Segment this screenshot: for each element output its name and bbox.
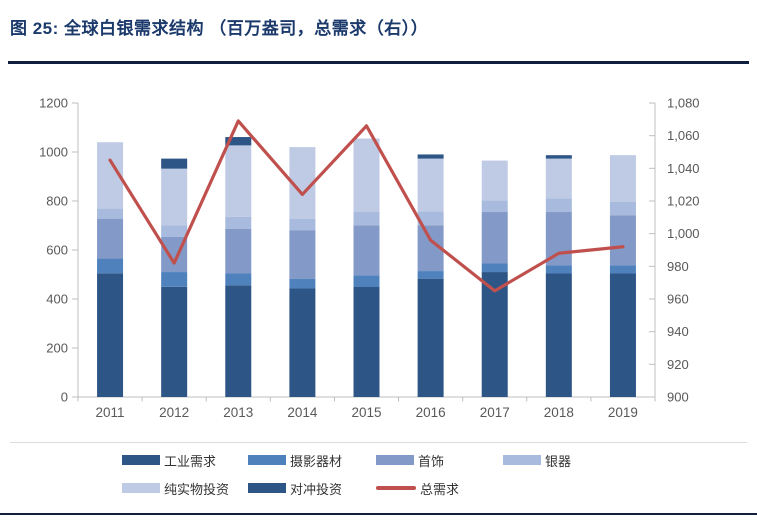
bar-segment-工业需求-2017 (481, 272, 508, 397)
legend-label: 工业需求 (164, 453, 217, 469)
bar-segment-摄影器材-2011 (97, 258, 124, 274)
left-axis-label: 1000 (39, 145, 68, 160)
bar-segment-银器-2017 (481, 200, 508, 213)
bar-segment-银器-2016 (417, 211, 444, 226)
bar-segment-银器-2011 (97, 208, 124, 219)
right-axis-label: 980 (667, 259, 689, 274)
legend-line-swatch (376, 486, 416, 490)
total-demand-line (108, 119, 625, 293)
bar-segment-首饰-2014 (289, 230, 316, 279)
legend-item-纯实物投资: 纯实物投资 (122, 481, 230, 497)
bar-segment-工业需求-2016 (417, 278, 444, 397)
bar-segment-摄影器材-2014 (289, 278, 316, 289)
legend-color-swatch (248, 483, 286, 493)
x-axis-label-2014: 2014 (287, 405, 318, 420)
bar-segment-工业需求-2019 (609, 273, 636, 397)
legend-item-对冲投资: 对冲投资 (248, 481, 343, 497)
bar-segment-首饰-2015 (353, 225, 380, 276)
bar-segment-纯实物投资-2018 (545, 158, 572, 199)
right-axis-label: 1,020 (667, 194, 700, 209)
bar-segment-首饰-2018 (545, 212, 572, 266)
title-divider (8, 61, 749, 64)
bar-segment-首饰-2011 (97, 218, 124, 259)
x-axis-label-2015: 2015 (351, 405, 381, 420)
bar-segment-工业需求-2015 (353, 286, 380, 397)
right-axis-label: 1,000 (667, 226, 700, 241)
right-axis-label: 1,060 (667, 128, 700, 143)
x-axis-label-2018: 2018 (544, 405, 574, 420)
legend-label: 总需求 (420, 481, 460, 497)
right-axis-label: 940 (667, 324, 689, 339)
x-axis-label-2017: 2017 (480, 405, 510, 420)
right-axis-label: 920 (667, 357, 689, 372)
x-axis-label-2012: 2012 (159, 405, 189, 420)
bar-segment-摄影器材-2016 (417, 271, 444, 279)
right-axis-label: 960 (667, 292, 689, 307)
legend-label: 对冲投资 (290, 481, 343, 497)
bar-segment-纯实物投资-2015 (353, 138, 380, 213)
bar-segment-对冲投资-2016 (417, 154, 444, 159)
right-axis-label: 900 (667, 390, 689, 405)
bar-segment-纯实物投资-2019 (609, 155, 636, 202)
right-axis-label: 1,080 (667, 96, 700, 111)
x-axis-label-2013: 2013 (223, 405, 253, 420)
bar-segment-摄影器材-2012 (161, 272, 188, 287)
bar-segment-对冲投资-2012 (161, 158, 188, 169)
legend-item-摄影器材: 摄影器材 (248, 453, 343, 469)
left-axis-label: 200 (46, 341, 68, 356)
legend-color-swatch (122, 455, 160, 465)
bar-segment-银器-2014 (289, 218, 316, 231)
legend-color-swatch (376, 455, 414, 465)
bar-segment-纯实物投资-2016 (417, 158, 444, 212)
bar-segment-银器-2018 (545, 198, 572, 213)
bar-segment-工业需求-2018 (545, 273, 572, 397)
bar-segment-摄影器材-2019 (609, 265, 636, 274)
bar-segment-摄影器材-2015 (353, 275, 380, 287)
left-axis-label: 1200 (39, 96, 68, 111)
left-axis-label: 800 (46, 194, 68, 209)
bar-segment-银器-2013 (225, 216, 252, 229)
x-axis-label-2019: 2019 (608, 405, 638, 420)
bar-segment-摄影器材-2013 (225, 273, 252, 286)
bar-segment-首饰-2013 (225, 228, 252, 274)
legend-item-工业需求: 工业需求 (122, 453, 217, 469)
left-axis-label: 400 (46, 292, 68, 307)
legend-label: 银器 (545, 453, 572, 469)
bar-segment-纯实物投资-2013 (225, 145, 252, 217)
bar-segment-对冲投资-2013 (225, 137, 252, 146)
bar-segment-工业需求-2011 (97, 273, 124, 397)
left-axis-label: 0 (61, 390, 68, 405)
bar-segment-银器-2015 (353, 212, 380, 226)
legend-label: 纯实物投资 (164, 481, 230, 497)
legend-label: 首饰 (418, 453, 445, 469)
right-axis-label: 1,040 (667, 161, 700, 176)
left-axis-label: 600 (46, 243, 68, 258)
footer-faint-divider (10, 442, 747, 443)
bar-segment-银器-2019 (609, 201, 636, 216)
bar-segment-纯实物投资-2017 (481, 160, 508, 201)
x-axis-label-2011: 2011 (96, 405, 125, 420)
legend-item-银器: 银器 (503, 453, 572, 469)
bar-segment-纯实物投资-2012 (161, 168, 188, 226)
bar-segment-摄影器材-2017 (481, 263, 508, 273)
legend-color-swatch (503, 455, 541, 465)
legend-color-swatch (248, 455, 286, 465)
bar-segment-工业需求-2012 (161, 286, 188, 397)
x-axis-label-2016: 2016 (416, 405, 446, 420)
bar-segment-银器-2012 (161, 225, 188, 238)
figure-title: 图 25: 全球白银需求结构 （百万盎司，总需求（右）） (10, 19, 429, 38)
bar-segment-首饰-2019 (609, 215, 636, 266)
legend-item-首饰: 首饰 (376, 453, 445, 469)
legend-item-总需求: 总需求 (376, 481, 460, 497)
legend-label: 摄影器材 (290, 453, 343, 469)
bar-segment-首饰-2017 (481, 212, 508, 264)
bar-segment-工业需求-2014 (289, 288, 316, 397)
legend-color-swatch (122, 483, 160, 493)
bar-segment-摄影器材-2018 (545, 265, 572, 274)
bar-segment-对冲投资-2018 (545, 155, 572, 159)
page-bottom-divider (0, 513, 757, 515)
bar-segment-工业需求-2013 (225, 285, 252, 397)
